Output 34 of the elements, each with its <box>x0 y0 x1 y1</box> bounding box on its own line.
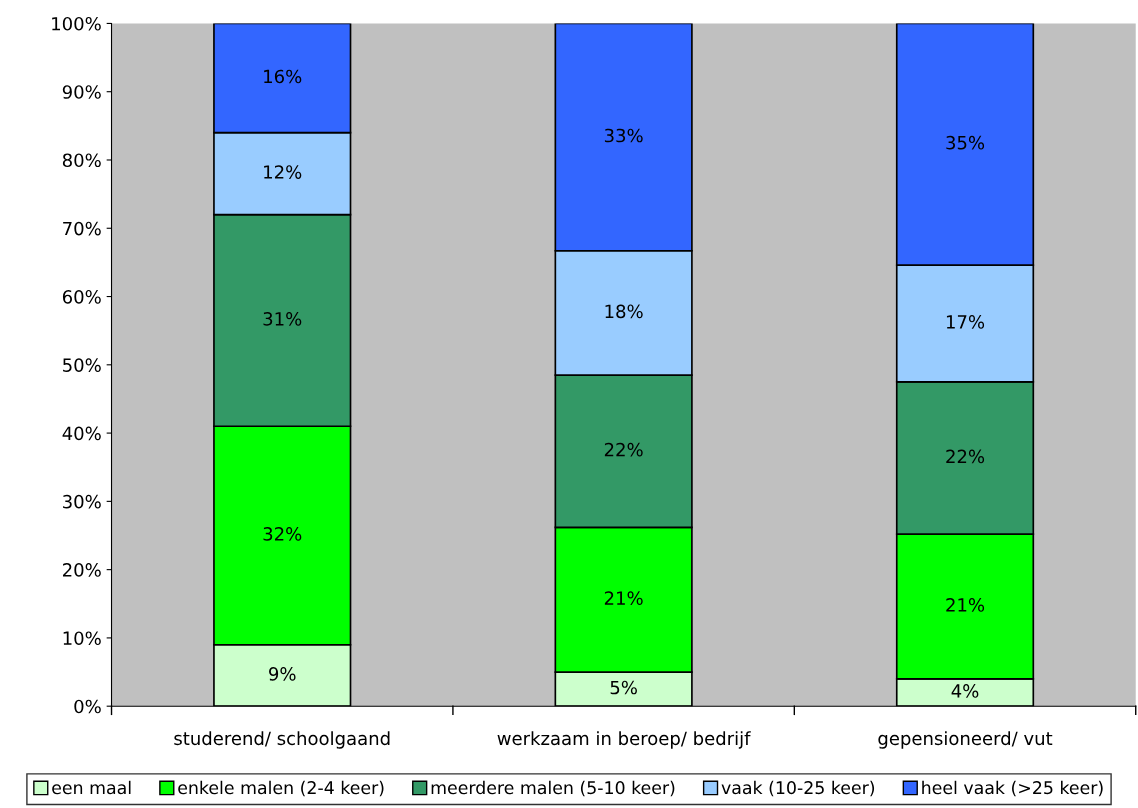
y-tick-label: 10% <box>63 631 101 646</box>
x-tick-label: studerend/ schoolgaand <box>174 731 390 749</box>
data-label: 4% <box>951 684 979 698</box>
data-label: 22% <box>946 449 985 464</box>
data-label: 33% <box>604 128 643 143</box>
data-label: 18% <box>605 304 643 319</box>
data-label: 12% <box>264 165 302 179</box>
y-tick-label: 30% <box>63 494 101 509</box>
legend-label: vaak (10-25 keer) <box>721 780 875 797</box>
y-tick-label: 70% <box>63 221 101 236</box>
data-label: 17% <box>946 315 985 329</box>
y-tick-label: 40% <box>62 426 101 441</box>
y-tick-label: 60% <box>62 290 101 304</box>
x-tick-label: gepensioneerd/ vut <box>878 731 1053 749</box>
data-label: 21% <box>946 598 985 612</box>
y-tick-label: 100% <box>52 16 101 31</box>
legend-label: meerdere malen (5-10 keer) <box>431 780 675 797</box>
legend-label: een maal <box>52 780 131 795</box>
data-label: 31% <box>263 312 302 326</box>
data-label: 9% <box>269 667 296 681</box>
y-tick-label: 20% <box>62 563 101 577</box>
y-tick-label: 80% <box>62 153 101 168</box>
legend-label: heel vaak (>25 keer) <box>922 780 1103 797</box>
data-label: 35% <box>946 135 985 150</box>
data-label: 32% <box>263 527 302 541</box>
x-tick-label: werkzaam in beroep/ bedrijf <box>497 731 751 749</box>
data-label: 22% <box>604 442 643 457</box>
legend-label: enkele malen (2-4 keer) <box>178 780 384 797</box>
data-label: 5% <box>610 680 637 695</box>
y-tick-label: 50% <box>63 358 101 372</box>
y-tick-label: 0% <box>74 699 101 714</box>
data-label: 16% <box>264 69 302 84</box>
y-tick-label: 90% <box>62 85 101 99</box>
data-label: 21% <box>604 591 643 605</box>
